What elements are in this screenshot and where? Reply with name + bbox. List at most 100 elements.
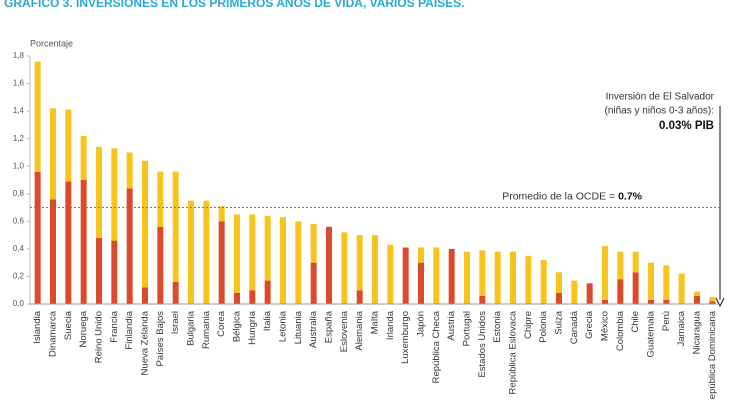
bar-segment xyxy=(571,280,578,304)
y-tick-label: 1,4 xyxy=(13,106,25,115)
x-tick-label: Chipre xyxy=(523,311,534,339)
bar-segment xyxy=(418,262,424,304)
bar-segment xyxy=(510,251,516,304)
x-tick-label: Islandia xyxy=(32,310,43,343)
y-tick-label: 1,8 xyxy=(13,51,25,60)
x-tick-label: Eslovenia xyxy=(339,310,350,352)
reference-label-value: 0.7% xyxy=(618,190,643,202)
bar-segment xyxy=(310,224,317,263)
bar-segment xyxy=(34,61,41,172)
x-tick-label: Chile xyxy=(630,311,641,333)
reference-label-text: Promedio de la OCDE = xyxy=(502,190,618,202)
x-tick-label: Corea xyxy=(216,310,227,337)
x-tick-label: Malta xyxy=(370,310,381,334)
x-tick-label: Italia xyxy=(262,310,273,331)
bar-segment xyxy=(632,272,639,304)
bar-segment xyxy=(556,292,562,304)
x-tick-label: Perú xyxy=(661,311,672,331)
x-tick-label: Colombia xyxy=(615,310,626,351)
bar-segment xyxy=(694,295,700,304)
x-tick-label: Guatemala xyxy=(646,310,657,357)
x-tick-label: Nicaragua xyxy=(692,310,703,354)
x-tick-label: República Dominicana xyxy=(707,310,718,400)
bar-segment xyxy=(663,299,670,304)
bar-segment xyxy=(65,109,72,182)
x-tick-label: Grecia xyxy=(584,310,595,339)
y-tick-label: 1,0 xyxy=(13,161,25,170)
x-tick-label: República Checa xyxy=(431,310,442,383)
bar-segment xyxy=(142,160,148,288)
x-tick-label: Francia xyxy=(109,310,120,342)
y-tick-label: 1,6 xyxy=(13,79,25,88)
bar-segment xyxy=(418,247,424,263)
bar-segment xyxy=(479,295,486,304)
bar-segment xyxy=(249,214,256,291)
y-tick-label: 0,6 xyxy=(13,216,25,225)
bar-segment xyxy=(479,250,486,296)
reference-label: Promedio de la OCDE = 0.7% xyxy=(502,190,642,202)
x-tick-label: México xyxy=(600,311,611,341)
annotation-line: Inversión de El Salvador xyxy=(606,92,715,103)
bar-segment xyxy=(295,221,302,304)
bar-segment xyxy=(96,146,102,238)
y-tick-label: 0,4 xyxy=(13,244,25,253)
x-tick-label: Jamaica xyxy=(676,310,687,346)
bar-segment xyxy=(387,244,394,304)
bar-segment xyxy=(111,240,118,304)
bar-segment xyxy=(356,290,363,304)
bar-segment xyxy=(218,221,225,304)
bar-segment xyxy=(341,232,348,304)
x-tick-label: Estonia xyxy=(492,310,503,342)
bar-segment xyxy=(602,246,608,300)
bar-segment xyxy=(448,248,455,304)
y-axis-label: Porcentaje xyxy=(30,38,73,48)
x-tick-label: Suecia xyxy=(63,310,74,340)
x-tick-label: Bélgica xyxy=(232,310,243,342)
bar-segment xyxy=(65,181,72,304)
bar-segment xyxy=(50,199,56,304)
x-tick-label: Austria xyxy=(446,310,457,340)
x-tick-label: Nueva Zelanda xyxy=(140,310,151,375)
bar-segment xyxy=(525,255,532,304)
y-tick-label: 0,8 xyxy=(13,189,25,198)
bar-segment xyxy=(617,279,624,304)
x-tick-label: República Eslovaca xyxy=(508,310,519,394)
x-tick-label: Finlandia xyxy=(124,310,135,349)
x-tick-label: Rumania xyxy=(201,310,212,349)
bar-segment xyxy=(157,171,164,227)
annotation-value: 0.03% PIB xyxy=(659,120,714,132)
x-tick-label: Noruega xyxy=(78,310,89,347)
bar-segment xyxy=(648,299,654,304)
bar-segment xyxy=(709,297,716,302)
bar-segment xyxy=(234,292,240,304)
x-tick-label: Hungría xyxy=(247,310,258,345)
bar-segment xyxy=(188,200,194,304)
x-tick-label: Japón xyxy=(416,311,427,337)
x-tick-label: Portugal xyxy=(462,311,473,346)
bar-segment xyxy=(80,180,87,304)
annotation-line: (niñas y niños 0-3 años): xyxy=(604,106,714,117)
x-tick-label: Australia xyxy=(308,310,319,348)
x-tick-label: Irlanda xyxy=(385,310,396,340)
x-tick-label: Lituania xyxy=(293,310,304,344)
bar-segment xyxy=(678,273,685,304)
bar-segment xyxy=(218,206,225,222)
bar-segment xyxy=(632,251,639,273)
bar-segment xyxy=(356,235,363,291)
bar-segment xyxy=(172,281,179,304)
bar-segment xyxy=(249,290,256,304)
y-tick-label: 0,2 xyxy=(13,272,25,281)
bar-segment xyxy=(264,280,271,304)
x-tick-label: Canadá xyxy=(569,310,580,344)
y-tick-label: 1,2 xyxy=(13,134,25,143)
annotation-arrow-head xyxy=(715,297,725,308)
bar-segment xyxy=(464,251,470,304)
x-tick-label: España xyxy=(324,310,335,343)
bar-segment xyxy=(402,247,409,304)
bar-segment xyxy=(111,148,118,241)
bar-segment xyxy=(126,152,133,189)
x-tick-label: Países Bajos xyxy=(155,311,166,367)
bar-segment xyxy=(326,226,332,304)
